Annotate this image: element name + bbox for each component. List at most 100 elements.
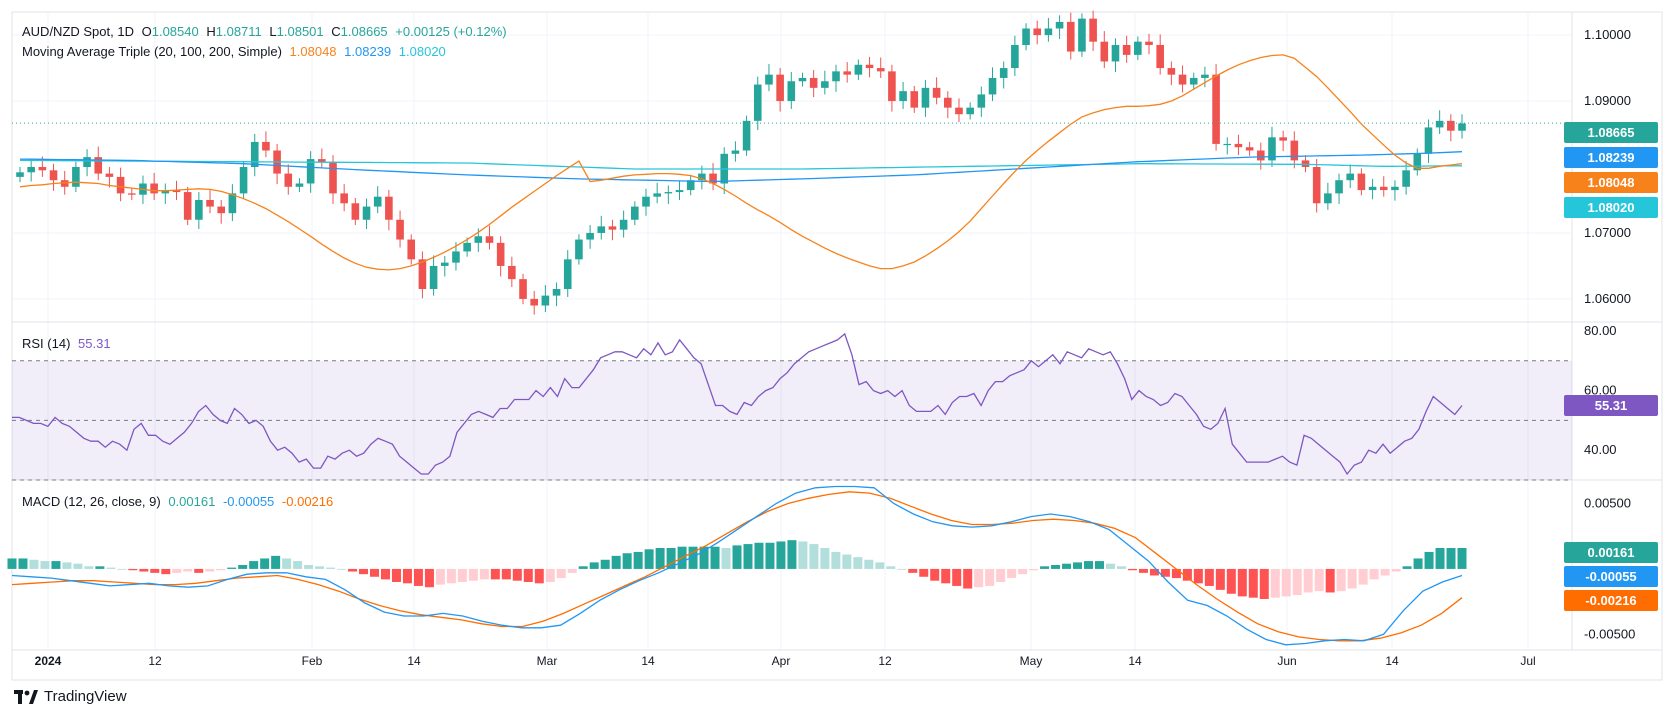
candle-up bbox=[1402, 170, 1410, 187]
ma200-line bbox=[19, 159, 1462, 170]
x-tick-label: 12 bbox=[148, 654, 162, 668]
candle-up bbox=[575, 239, 583, 260]
x-tick-label: Jun bbox=[1277, 654, 1296, 668]
candle-up bbox=[899, 91, 907, 102]
candle-down bbox=[776, 74, 784, 102]
macd-hist-bar bbox=[1358, 568, 1368, 585]
ma100-value: 1.08239 bbox=[344, 44, 392, 59]
macd-hist-bar bbox=[622, 553, 632, 569]
x-tick-label: 14 bbox=[1128, 654, 1142, 668]
macd-hist-bar bbox=[1051, 565, 1061, 569]
macd-hist-bar bbox=[1424, 551, 1434, 569]
macd-hist-bar bbox=[161, 568, 171, 575]
candle-down bbox=[407, 239, 416, 260]
candle-down bbox=[262, 141, 270, 151]
tradingview-logo[interactable]: TradingView bbox=[14, 688, 127, 705]
candle-up bbox=[72, 167, 80, 187]
candle-down bbox=[943, 97, 952, 108]
macd-hist-bar bbox=[128, 568, 138, 571]
macd-hist-bar bbox=[820, 548, 830, 569]
macd-hist-bar bbox=[249, 561, 259, 569]
candle-down bbox=[351, 203, 360, 220]
macd-hist-bar bbox=[721, 548, 731, 569]
macd-hist-bar bbox=[1237, 568, 1247, 597]
macd-hist-bar bbox=[666, 548, 676, 569]
macd-hist-bar bbox=[644, 549, 654, 569]
candle-down bbox=[1245, 147, 1254, 151]
candle-down bbox=[105, 173, 114, 177]
price-plot[interactable] bbox=[12, 10, 1572, 315]
candle-down bbox=[1290, 140, 1299, 161]
candle-up bbox=[742, 120, 751, 151]
macd-hist-bar bbox=[1105, 563, 1115, 569]
candle-up bbox=[1458, 123, 1466, 131]
rsi-tick-label: 40.00 bbox=[1584, 442, 1617, 457]
macd-plot[interactable] bbox=[7, 485, 1467, 646]
macd-hist-bar bbox=[391, 568, 401, 582]
macd-hist-bar bbox=[908, 568, 918, 573]
macd-hist-bar bbox=[1138, 568, 1148, 573]
macd-hist-bar bbox=[1204, 568, 1214, 586]
macd-hist-bar bbox=[457, 568, 467, 582]
macd-hist-bar bbox=[732, 545, 742, 569]
rsi-plot[interactable] bbox=[12, 332, 1463, 476]
candle-down bbox=[217, 206, 226, 214]
macd-hist-bar bbox=[1095, 561, 1104, 569]
macd-hist-bar bbox=[589, 562, 599, 569]
x-tick-label: 2024 bbox=[35, 654, 62, 668]
candle-down bbox=[709, 173, 717, 184]
candle-down bbox=[1301, 160, 1310, 167]
candle-down bbox=[955, 107, 963, 115]
macd-hist-bar bbox=[1347, 568, 1357, 589]
macd-hist-bar bbox=[1040, 566, 1050, 569]
candle-down bbox=[116, 176, 125, 194]
macd-hist-bar bbox=[809, 544, 819, 569]
macd-hist-bar bbox=[260, 558, 270, 569]
macd-hist-bar bbox=[359, 568, 369, 575]
candle-up bbox=[306, 159, 315, 184]
ma200-value: 1.08020 bbox=[398, 44, 446, 59]
ma-legend: Moving Average Triple (20, 100, 200, Sim… bbox=[22, 44, 450, 59]
candle-up bbox=[854, 64, 863, 75]
candle-up bbox=[161, 190, 170, 194]
candle-up bbox=[429, 265, 438, 290]
candle-down bbox=[1033, 28, 1042, 36]
candle-down bbox=[1279, 137, 1287, 141]
candle-up bbox=[698, 173, 706, 181]
macd-hist-bar bbox=[853, 557, 863, 569]
macd-hist-bar bbox=[1062, 563, 1072, 569]
candle-down bbox=[1145, 41, 1153, 45]
candle-down bbox=[206, 199, 214, 207]
candle-down bbox=[396, 219, 404, 240]
candle-up bbox=[195, 199, 203, 220]
candle-down bbox=[1100, 41, 1109, 62]
macd-hist-bar bbox=[18, 558, 28, 569]
macd-hist-bar bbox=[1073, 562, 1083, 569]
macd-hist-bar bbox=[864, 559, 874, 569]
macd-hist-bar bbox=[1084, 561, 1094, 569]
macd-hist-bar bbox=[1303, 568, 1313, 593]
candle-up bbox=[1424, 127, 1433, 154]
macd-hist-bar bbox=[150, 568, 160, 573]
candle-up bbox=[999, 68, 1008, 78]
rsi-tick-label: 80.00 bbox=[1584, 323, 1617, 338]
macd-hist-bar bbox=[688, 546, 698, 569]
candle-down bbox=[910, 91, 919, 108]
macd-hist-bar bbox=[1029, 568, 1039, 571]
macd-hist-bar bbox=[205, 568, 215, 572]
macd-tick-label: -0.00500 bbox=[1584, 626, 1635, 641]
macd-hist-bar bbox=[798, 541, 808, 569]
candle-down bbox=[888, 71, 896, 102]
candle-down bbox=[385, 196, 393, 220]
high-label: H bbox=[206, 24, 216, 39]
macd-hist-bar bbox=[490, 568, 500, 580]
macd-badge: -0.00055 bbox=[1564, 566, 1658, 587]
macd-hist-bar bbox=[1314, 568, 1324, 592]
candle-down bbox=[1357, 173, 1366, 191]
rsi-value: 55.31 bbox=[78, 336, 111, 351]
macd-legend: MACD (12, 26, close, 9) 0.00161 -0.00055… bbox=[22, 494, 337, 509]
macd-hist-bar bbox=[95, 566, 105, 569]
macd-hist-bar bbox=[941, 568, 951, 584]
ma20-value: 1.08048 bbox=[289, 44, 337, 59]
